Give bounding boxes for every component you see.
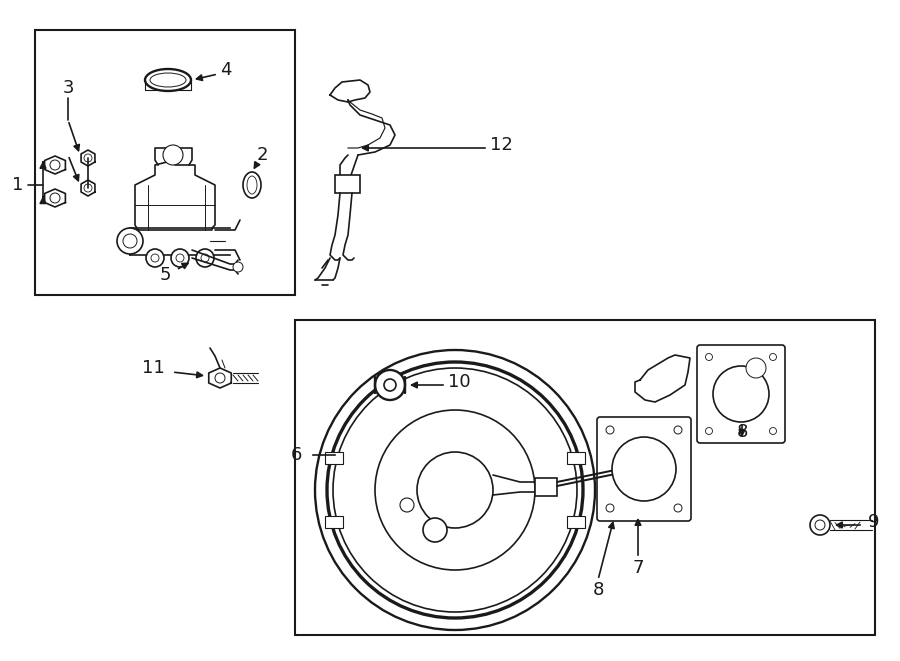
Circle shape (117, 228, 143, 254)
Circle shape (606, 426, 614, 434)
Circle shape (151, 254, 159, 262)
Ellipse shape (247, 176, 257, 194)
Text: 10: 10 (448, 373, 471, 391)
Circle shape (746, 358, 766, 378)
Circle shape (123, 234, 137, 248)
Ellipse shape (243, 172, 261, 198)
Bar (567, 516, 585, 528)
FancyBboxPatch shape (597, 417, 691, 521)
Polygon shape (635, 355, 690, 402)
Bar (567, 451, 585, 463)
Text: 8: 8 (592, 581, 604, 599)
Polygon shape (45, 156, 66, 174)
Bar (325, 516, 343, 528)
Text: 9: 9 (868, 513, 879, 531)
Polygon shape (81, 150, 94, 166)
Ellipse shape (145, 69, 191, 91)
Circle shape (84, 184, 92, 192)
Circle shape (770, 354, 777, 360)
Circle shape (423, 518, 447, 542)
Circle shape (315, 350, 595, 630)
Circle shape (706, 354, 713, 360)
Polygon shape (155, 148, 192, 165)
Text: 1: 1 (13, 176, 23, 194)
Polygon shape (209, 368, 231, 388)
Circle shape (171, 249, 189, 267)
Polygon shape (130, 228, 230, 255)
Circle shape (417, 452, 493, 528)
Circle shape (674, 426, 682, 434)
Circle shape (375, 410, 535, 570)
Circle shape (201, 254, 209, 262)
Circle shape (375, 370, 405, 400)
Circle shape (384, 379, 396, 391)
Polygon shape (135, 160, 215, 230)
Circle shape (163, 145, 183, 165)
Polygon shape (81, 180, 94, 196)
Text: 3: 3 (62, 79, 74, 97)
Polygon shape (348, 100, 395, 155)
Circle shape (612, 437, 676, 501)
Circle shape (674, 504, 682, 512)
Bar (35, 30, 295, 295)
Circle shape (146, 249, 164, 267)
Circle shape (176, 254, 184, 262)
Text: 5: 5 (159, 266, 171, 284)
Circle shape (606, 504, 614, 512)
Circle shape (233, 262, 243, 272)
Circle shape (333, 368, 577, 612)
Circle shape (84, 154, 92, 162)
Text: 11: 11 (142, 359, 165, 377)
Circle shape (196, 249, 214, 267)
Text: 8: 8 (736, 423, 748, 441)
Text: 4: 4 (220, 61, 232, 79)
Circle shape (215, 373, 225, 383)
Text: 2: 2 (256, 146, 268, 164)
Circle shape (713, 366, 769, 422)
Text: 6: 6 (291, 446, 302, 464)
Circle shape (327, 362, 583, 618)
Bar (535, 478, 557, 496)
Bar (335, 175, 360, 193)
Text: 7: 7 (632, 559, 644, 577)
Circle shape (50, 160, 60, 170)
FancyBboxPatch shape (697, 345, 785, 443)
Circle shape (815, 520, 825, 530)
Bar (295, 320, 875, 635)
Circle shape (706, 428, 713, 434)
Circle shape (770, 428, 777, 434)
Ellipse shape (150, 73, 186, 87)
Circle shape (810, 515, 830, 535)
Circle shape (50, 193, 60, 203)
Polygon shape (330, 80, 370, 102)
Bar (325, 451, 343, 463)
Text: 12: 12 (490, 136, 513, 154)
Circle shape (400, 498, 414, 512)
Polygon shape (45, 189, 66, 207)
